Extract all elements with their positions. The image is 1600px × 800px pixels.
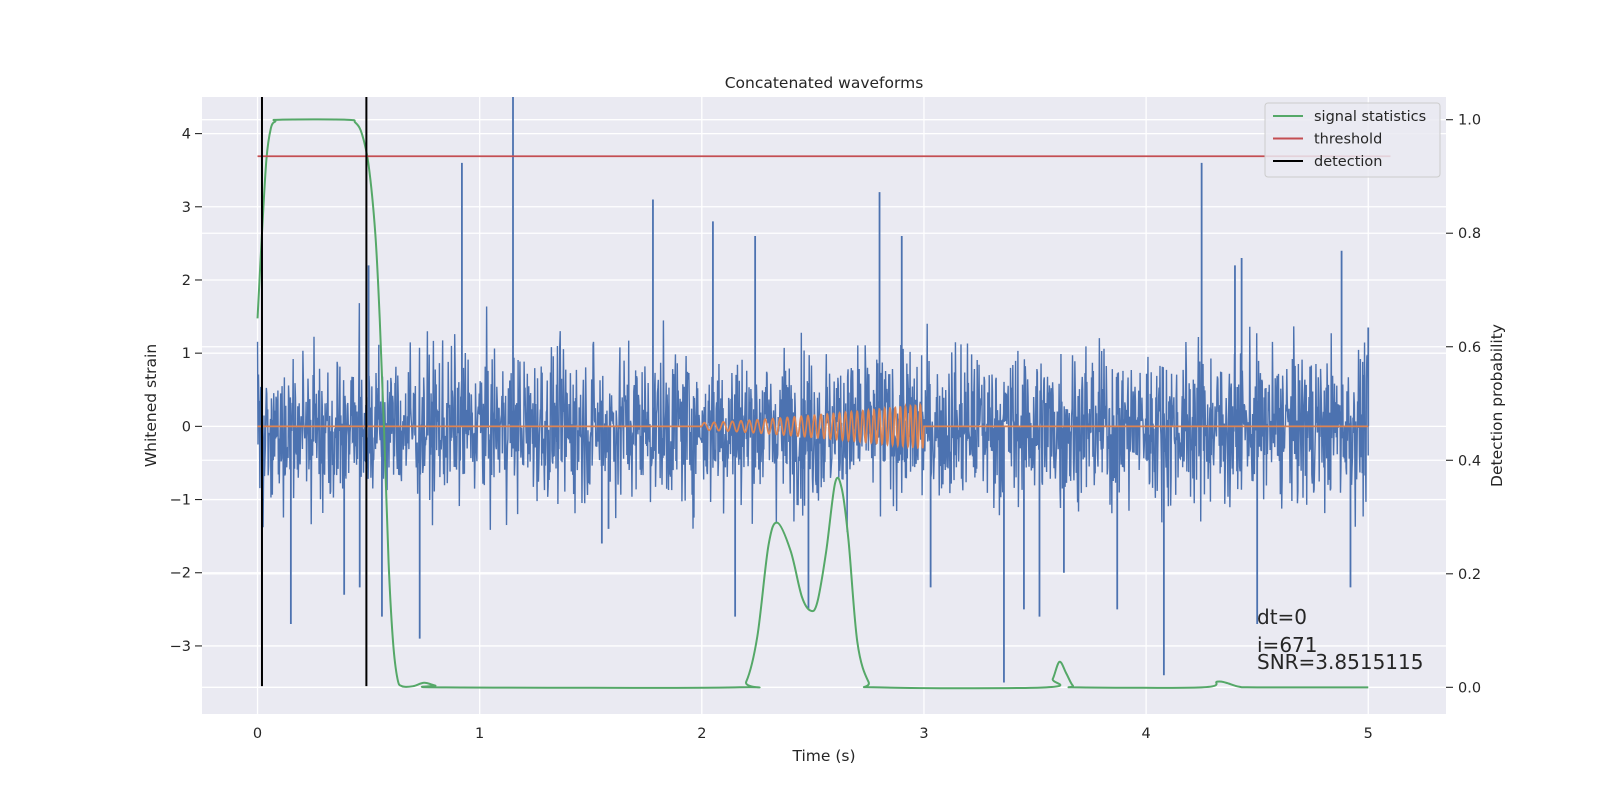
- y-left-tick-label: 4: [182, 127, 191, 143]
- x-tick-label: 2: [697, 726, 706, 742]
- chart-title: Concatenated waveforms: [725, 74, 924, 92]
- y-right-tick-label: 1.0: [1458, 113, 1481, 129]
- series: [256, 97, 1391, 690]
- y-right-tick-label: 0.8: [1458, 226, 1481, 242]
- x-tick-label: 4: [1141, 726, 1150, 742]
- y-left-tick-label: 2: [182, 273, 191, 289]
- annotation-text: dt=0: [1257, 605, 1307, 629]
- annotation-text: i=671: [1257, 633, 1318, 657]
- legend: signal statistics threshold detection: [1264, 102, 1441, 178]
- y-right-tick-label: 0.0: [1458, 680, 1481, 696]
- legend-label: threshold: [1314, 132, 1382, 148]
- y-left-tick-label: −3: [170, 639, 191, 655]
- y-left-tick-label: 1: [182, 346, 191, 362]
- x-axis-label: Time (s): [791, 747, 855, 765]
- y-left-tick-label: 3: [182, 200, 191, 216]
- y-axis-label-left: Whitened strain: [142, 344, 160, 467]
- axes: 0 1 2 3 4 5 −3 −2 −1 0 1 2 3 4 0.0 0.2 0.4 0.6 0.8 1.0: [170, 113, 1481, 742]
- y-left-tick-label: −1: [170, 493, 191, 509]
- legend-label: signal statistics: [1314, 109, 1426, 125]
- y-right-tick-label: 0.2: [1458, 567, 1481, 583]
- series-injected-chirp: [257, 402, 1369, 450]
- y-axis-label-right: Detection probability: [1488, 324, 1506, 487]
- x-tick-label: 3: [919, 726, 928, 742]
- x-tick-label: 1: [475, 726, 484, 742]
- legend-label: detection: [1314, 154, 1382, 170]
- annotation-text: SNR=3.8515115: [1257, 650, 1423, 674]
- y-left-tick-label: 0: [182, 419, 191, 435]
- series-signal-statistics: [256, 118, 1369, 690]
- x-tick-label: 0: [253, 726, 262, 742]
- x-tick-label: 5: [1364, 726, 1373, 742]
- legend-box: [1264, 102, 1441, 178]
- series-strain-noise: [256, 303, 1369, 533]
- y-left-tick-label: −2: [170, 566, 191, 582]
- y-right-tick-label: 0.4: [1458, 453, 1481, 469]
- y-right-tick-label: 0.6: [1458, 340, 1481, 356]
